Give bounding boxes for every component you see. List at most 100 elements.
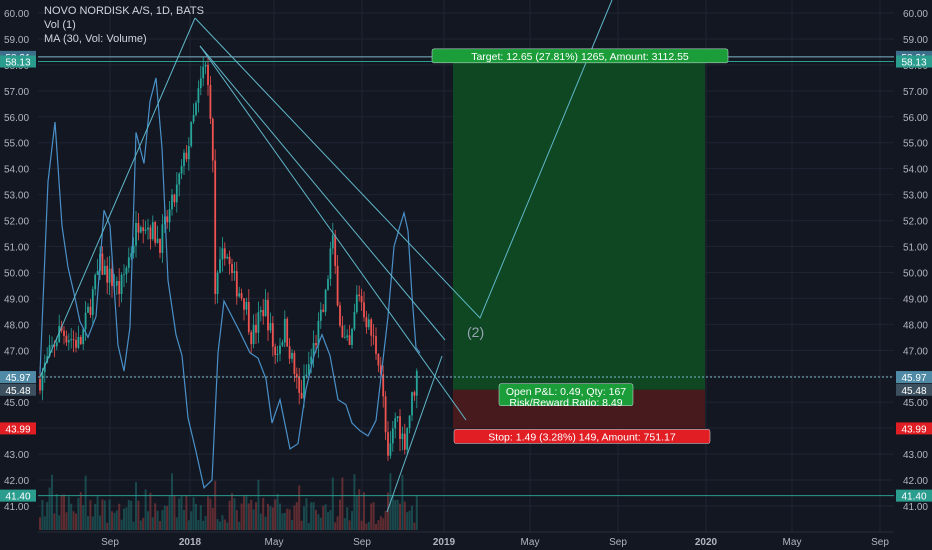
volume-bar [111,511,113,530]
volume-bar [336,516,339,530]
volume-bar [267,503,269,530]
candle-body [327,278,329,290]
volume-bar [161,510,164,530]
volume-bar [327,512,329,530]
price-marker-right-bg [896,55,932,68]
candle-body [408,415,411,429]
y-tick-left: 56.00 [4,113,29,124]
volume-bar [279,503,281,530]
candle-body [151,222,154,240]
candle-body [192,114,195,122]
price-marker-left-bg [0,489,36,502]
y-tick-right: 53.00 [903,191,928,202]
candle-body [87,306,89,313]
candle-body [389,443,392,456]
position-badges: Target: 12.65 (27.81%) 1265, Amount: 311… [431,48,729,444]
price-marker-left: 58.13 [5,58,30,69]
volume-bar [171,473,173,530]
candle-body [219,259,221,273]
candle-body [255,324,257,333]
volume-bar [276,493,279,530]
volume-bar [154,503,157,530]
candle-body [108,268,111,283]
volume-bar [202,520,205,530]
candle-body [183,152,185,167]
candle-body [339,305,341,326]
candle-body [353,311,356,329]
volume-bar [288,509,291,530]
y-tick-left: 42.00 [4,476,29,487]
pnl-badge-text: Risk/Reward Ratio: 8.49 [509,397,622,409]
pnl-badge-box [498,383,634,407]
legend-ma[interactable]: MA (30, Vol: Volume) [44,33,147,45]
volume-bar [147,511,149,530]
candle-body [125,267,128,275]
candle-body [243,298,245,310]
candle-body [123,274,125,276]
candle-body [53,344,56,347]
candle-body [228,256,231,264]
candle-body [159,238,161,253]
volume-bar [348,520,351,530]
volume-bar [199,505,202,530]
candle-body [247,302,250,333]
price-marker-right-bg [896,371,932,384]
volume-bar [41,499,44,530]
candle-body [305,374,308,377]
volume-bar [89,500,92,530]
volume-bar [175,517,178,530]
price-marker-right: 41.40 [901,492,926,503]
volume-bar [358,489,361,530]
candle-body [283,318,286,343]
price-marker-left-bg [0,371,36,384]
volume-bar [233,498,236,530]
volume-bars [39,473,418,530]
x-tick-label: 2019 [433,537,456,548]
target-zone [453,56,705,390]
volume-bar [219,521,221,530]
volume-bar [315,509,317,530]
candle-body [312,343,315,357]
candle-body [379,365,382,375]
price-marker-left-bg [0,55,36,68]
candle-body [310,356,313,365]
y-tick-left: 50.00 [4,268,29,279]
candle-body [142,227,145,231]
candle-body [324,289,327,312]
volume-bar [343,518,346,530]
volume-bar [180,496,183,530]
candle-body [190,121,193,147]
candle-body [202,66,205,79]
candle-body [351,328,353,345]
candle-body [149,227,152,240]
volume-bar [245,494,248,530]
volume-bar [113,512,116,530]
candle-body [300,392,303,399]
pnl-badge-text: Open P&L: 0.49, Qty: 167 [506,386,626,398]
candle-body [382,374,385,397]
y-tick-left: 45.00 [4,398,29,409]
volume-bar [51,474,53,530]
legend-volume[interactable]: Vol (1) [44,19,76,31]
x-tick-label: 2018 [179,537,202,548]
volume-bar [283,512,286,530]
candle-body [223,248,226,259]
candle-body [240,293,243,299]
target-badge-box [431,48,729,64]
candle-body [216,272,219,295]
candle-body [396,416,399,419]
volume-bar [295,502,298,530]
candle-body [41,372,44,391]
y-tick-left: 51.00 [4,243,29,254]
volume-bar [178,498,181,530]
price-marker-right: 45.48 [901,386,926,397]
legend-title[interactable]: NOVO NORDISK A/S, 1D, BATS [44,5,204,17]
volume-bar [307,523,310,530]
y-tick-left: 48.00 [4,320,29,331]
candle-body [336,265,339,306]
candle-body [406,428,409,450]
y-tick-right: 47.00 [903,346,928,357]
volume-bar [149,492,152,530]
volume-bar [310,502,313,530]
